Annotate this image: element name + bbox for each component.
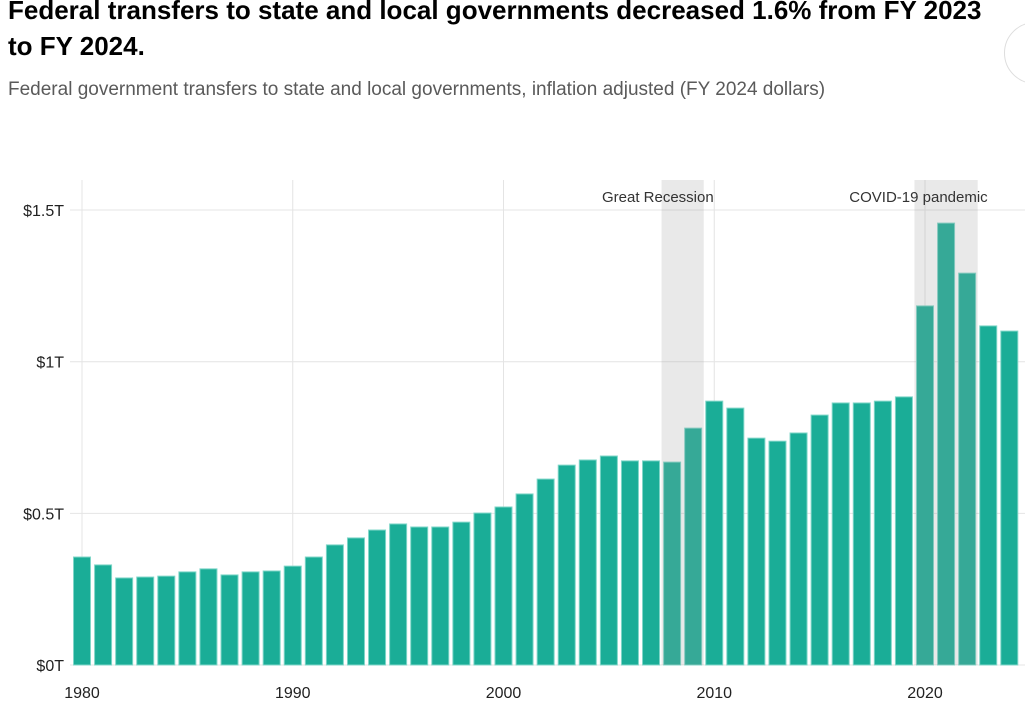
x-tick-label: 2020 [907,685,943,702]
bar-2021 [937,222,956,666]
bar-1987 [220,574,239,666]
bar-1997 [431,526,450,666]
bar-2000 [494,506,513,666]
annotation-label: Great Recession [602,189,714,206]
bar-2015 [810,414,829,666]
bar-2002 [536,478,555,666]
bar-2010 [705,400,724,666]
bar-2011 [726,407,745,666]
y-tick-label: $1T [36,355,64,372]
bar-2008 [663,461,682,666]
bar-2017 [852,402,871,666]
bar-1981 [94,564,113,666]
bar-1992 [325,544,344,666]
bar-1980 [73,556,91,666]
bar-1986 [199,568,218,666]
bar-2004 [578,459,597,666]
bar-1998 [452,521,471,666]
bar-1982 [115,577,134,666]
bar-2005 [599,455,618,666]
x-tick-label: 1980 [64,685,100,702]
x-axis-labels: 1980 1990 2000 2010 2020 [64,685,943,702]
bar-2003 [557,464,576,666]
x-tick-label: 2000 [486,685,522,702]
bar-1995 [389,523,408,666]
chart-subtitle: Federal government transfers to state an… [8,79,826,100]
y-tick-label: $1.5T [23,203,64,220]
bar-1996 [410,526,429,666]
bar-1999 [473,512,492,666]
bar-1991 [304,556,323,666]
bar-2009 [684,427,703,666]
bar-2007 [642,460,661,666]
x-tick-label: 2010 [696,685,732,702]
bars [73,222,1019,666]
bar-1989 [262,570,281,666]
bar-1994 [368,529,387,666]
y-tick-label: $0T [36,658,64,675]
bar-1984 [157,575,176,666]
bar-2020 [916,305,934,666]
bar-2016 [831,402,850,666]
annotation-shade [661,180,704,665]
bar-2001 [515,493,534,666]
annotation-shading [661,180,978,665]
x-tick-label: 1990 [275,685,311,702]
bar-2014 [789,432,808,666]
bar-2019 [894,396,913,666]
bar-1988 [241,571,260,666]
y-axis-labels: $0T $0.5T $1T $1.5T [23,203,64,675]
bar-2024 [1000,330,1019,666]
bar-2023 [979,325,998,666]
y-tick-label: $0.5T [23,506,64,523]
bar-2018 [873,400,892,666]
bar-1983 [136,576,155,666]
bar-2012 [747,437,766,666]
annotation-labels: Great Recession COVID-19 pandemic [602,189,988,206]
bar-1985 [178,571,197,666]
bar-1990 [283,565,302,666]
annotation-shade [914,180,978,665]
bar-2022 [958,272,977,666]
annotation-label: COVID-19 pandemic [849,189,988,206]
chart-title: Federal transfers to state and local gov… [8,0,982,61]
bar-2006 [620,460,639,666]
bar-2013 [768,440,787,666]
bar-1993 [346,537,365,666]
